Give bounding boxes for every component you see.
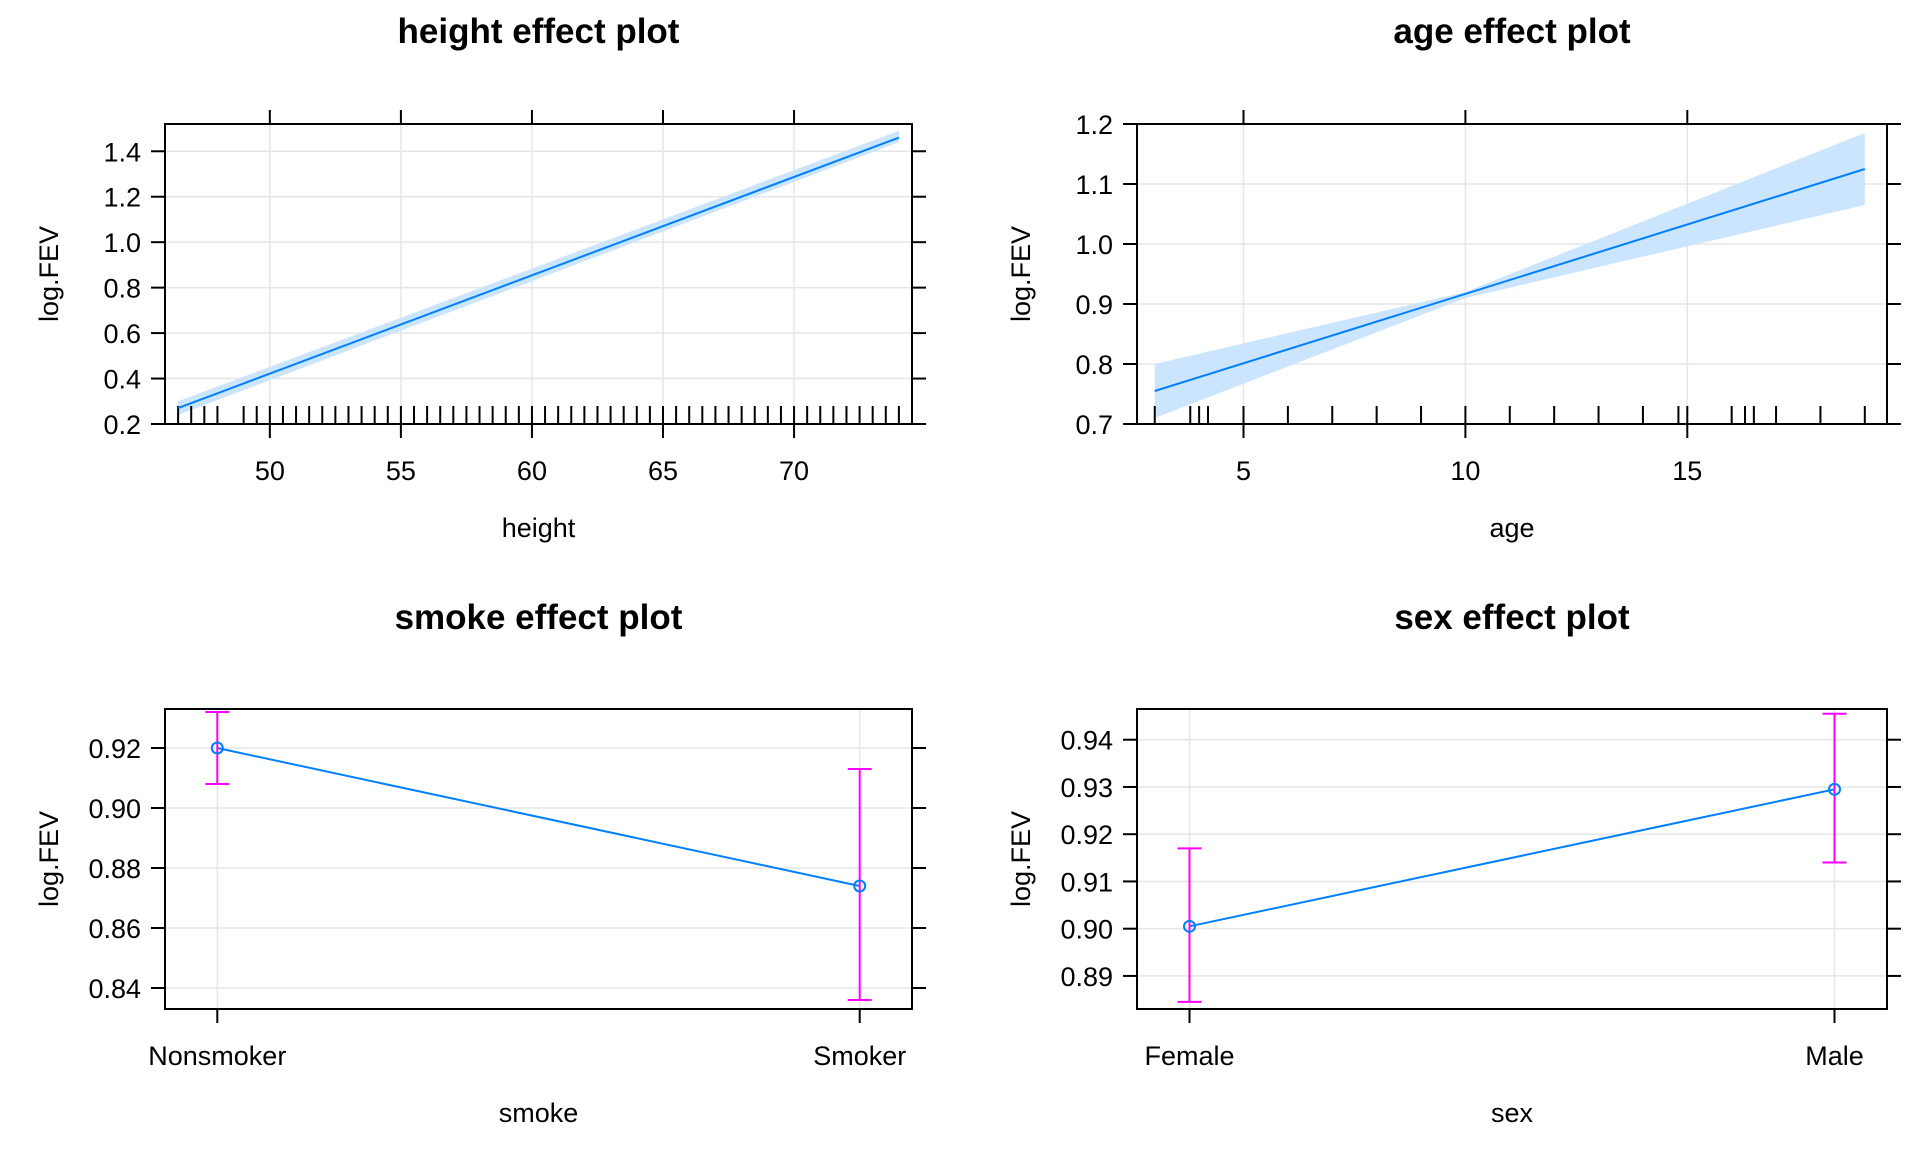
y-tick-label: 0.93 [1060,773,1113,803]
effect-point [1828,782,1841,796]
y-axis-label: log.FEV [1006,811,1036,907]
x-tick-label: 60 [517,456,547,486]
y-tick-label: 0.92 [88,734,141,764]
fit-line [177,136,900,410]
x-tick-label: 15 [1672,456,1702,486]
y-tick-label: 0.90 [88,794,141,824]
y-tick-label: 0.84 [88,974,141,1004]
y-tick-label: 0.7 [1075,410,1113,440]
x-tick-label: 50 [255,456,285,486]
x-axis-label: smoke [499,1098,579,1128]
y-axis-label: log.FEV [1006,226,1036,322]
y-tick-label: 0.8 [1075,350,1113,380]
panel-title: smoke effect plot [395,598,683,637]
y-tick-label: 0.86 [88,914,141,944]
effect-line [217,747,860,887]
x-tick-label: Smoker [813,1041,906,1071]
y-tick-label: 1.2 [1075,110,1113,140]
x-tick-label: 55 [386,456,416,486]
y-tick-label: 0.92 [1060,820,1113,850]
y-axis-label: log.FEV [34,226,64,322]
x-tick-label: Nonsmoker [148,1041,286,1071]
y-tick-label: 1.1 [1075,170,1113,200]
panel-frame [164,123,913,425]
x-axis-label: sex [1491,1098,1534,1128]
y-tick-label: 0.8 [103,274,141,304]
y-tick-label: 1.2 [103,183,141,213]
x-tick-label: 65 [648,456,678,486]
y-tick-label: 0.6 [103,319,141,349]
y-tick-label: 0.4 [103,365,141,395]
fit-line [1154,168,1866,392]
x-tick-label: 5 [1236,456,1251,486]
effect-point [853,879,867,893]
y-tick-label: 0.2 [103,410,141,440]
effect-line [1189,788,1835,928]
y-axis-label: log.FEV [34,811,64,907]
confidence-band [1154,133,1865,418]
y-tick-label: 0.88 [88,854,141,884]
panel-title: height effect plot [398,12,680,51]
x-tick-label: 70 [779,456,809,486]
panel-title: sex effect plot [1394,598,1630,637]
x-tick-label: Female [1144,1041,1234,1071]
x-axis-label: height [502,513,576,543]
panel-title: age effect plot [1393,12,1631,51]
y-tick-label: 1.0 [1075,230,1113,260]
x-axis-label: age [1489,513,1534,543]
panel-frame [1136,123,1888,425]
effect-point [1183,919,1196,933]
y-tick-label: 0.90 [1060,915,1113,945]
y-tick-label: 0.91 [1060,867,1113,897]
x-tick-label: Male [1805,1041,1864,1071]
y-tick-label: 0.9 [1075,290,1113,320]
panel-frame [164,708,913,1010]
y-tick-label: 0.94 [1060,726,1113,756]
panel-frame [1136,708,1888,1010]
y-tick-label: 0.89 [1060,962,1113,992]
y-tick-label: 1.4 [103,137,141,167]
x-tick-label: 10 [1450,456,1480,486]
effect-point [210,741,224,755]
y-tick-label: 1.0 [103,228,141,258]
